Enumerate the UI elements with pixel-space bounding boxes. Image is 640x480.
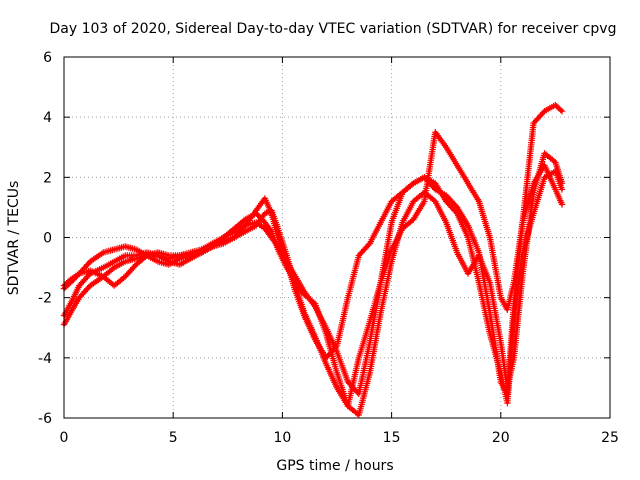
- tick-group: 0 5 10 15 20 25 -6 -4 -2 0 2 4 6: [38, 50, 619, 446]
- x-tick-label: 0: [60, 430, 69, 446]
- y-tick-label: -4: [38, 351, 52, 367]
- y-tick-label: -2: [38, 291, 52, 307]
- y-tick-label: 2: [43, 170, 52, 186]
- series-group: [60, 101, 566, 419]
- x-tick-label: 5: [169, 430, 178, 446]
- y-tick-label: 4: [43, 110, 52, 126]
- y-tick-label: 6: [43, 50, 52, 66]
- x-tick-label: 10: [273, 430, 291, 446]
- x-axis-label: GPS time / hours: [276, 458, 393, 474]
- y-tick-label: 0: [43, 231, 52, 247]
- y-axis-label: SDTVAR / TECUs: [6, 181, 22, 296]
- x-tick-label: 20: [492, 430, 510, 446]
- chart-title: Day 103 of 2020, Sidereal Day-to-day VTE…: [50, 21, 617, 37]
- data-series-track-2: [60, 150, 566, 419]
- y-tick-label: -6: [38, 411, 52, 427]
- x-tick-label: 25: [601, 430, 619, 446]
- series-markers: [60, 150, 566, 419]
- x-tick-label: 15: [383, 430, 401, 446]
- series-line: [62, 152, 564, 417]
